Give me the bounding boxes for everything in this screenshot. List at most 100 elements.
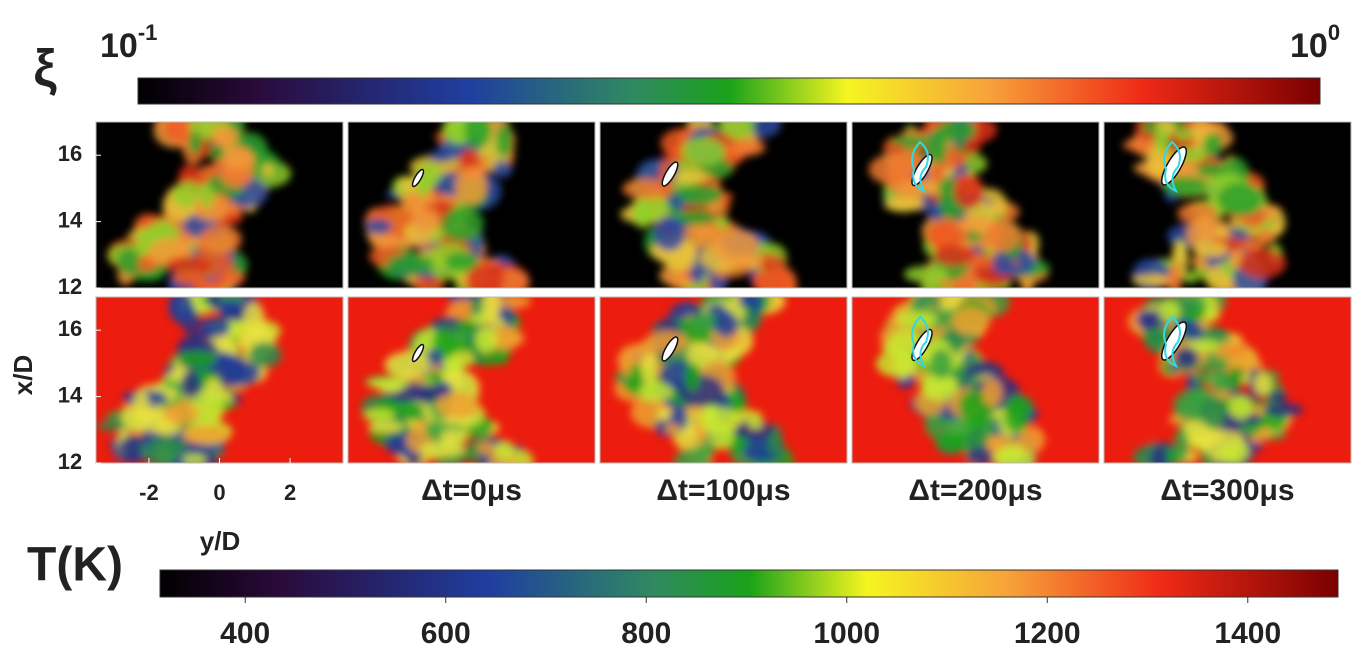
y-tick-label: 12 bbox=[58, 274, 82, 299]
field-blob bbox=[1217, 182, 1263, 217]
panel-border bbox=[1103, 296, 1352, 464]
field-blob bbox=[1004, 394, 1031, 433]
field-blob bbox=[1162, 175, 1209, 197]
field-blob bbox=[481, 297, 500, 324]
field-blob bbox=[155, 420, 181, 436]
field-blob bbox=[883, 198, 925, 212]
island bbox=[411, 343, 425, 363]
field-blobs bbox=[868, 122, 1051, 288]
island-outline bbox=[1163, 140, 1181, 194]
time-label: Δt=200μs bbox=[908, 474, 1042, 507]
field-blob bbox=[928, 129, 948, 167]
field-blob bbox=[1174, 130, 1193, 141]
field-blob bbox=[656, 408, 673, 421]
panel-border bbox=[851, 121, 1100, 289]
y-axis-label: x/D bbox=[8, 355, 38, 395]
field-blob bbox=[177, 350, 218, 368]
island-outline bbox=[911, 140, 929, 194]
panel bbox=[599, 296, 848, 464]
field-blob bbox=[1198, 217, 1214, 242]
field-blobs bbox=[361, 297, 534, 463]
field-blob bbox=[653, 216, 686, 252]
panel bbox=[95, 296, 344, 464]
field-blob bbox=[133, 388, 150, 424]
field-blob bbox=[1200, 395, 1228, 430]
field-blob bbox=[868, 154, 912, 185]
field-blob bbox=[1174, 347, 1199, 368]
field-blob bbox=[1131, 274, 1170, 286]
field-blob bbox=[1218, 441, 1250, 463]
field-blob bbox=[631, 194, 670, 222]
xi-symbol: ξ bbox=[33, 40, 57, 98]
island-outline bbox=[911, 315, 929, 369]
panel-border bbox=[95, 121, 344, 289]
field-blob bbox=[364, 218, 392, 235]
field-blob bbox=[1186, 339, 1219, 354]
field-blob bbox=[966, 231, 982, 242]
time-label: Δt=300μs bbox=[1160, 474, 1294, 507]
panel bbox=[851, 296, 1100, 464]
field-blob bbox=[243, 302, 265, 336]
tick-label: 400 bbox=[220, 617, 270, 650]
field-blob bbox=[686, 337, 716, 370]
x-tick-label: 0 bbox=[213, 480, 225, 505]
field-blob bbox=[475, 325, 498, 353]
field-blob bbox=[440, 429, 468, 446]
field-blob bbox=[362, 408, 395, 422]
t-colorbar bbox=[159, 569, 1339, 598]
island-outline bbox=[1163, 315, 1181, 369]
field-blob bbox=[733, 420, 775, 440]
field-blob bbox=[1150, 445, 1169, 463]
field-blob bbox=[476, 441, 496, 456]
field-blob bbox=[722, 254, 766, 267]
panel-border bbox=[851, 296, 1100, 464]
field-blob bbox=[951, 306, 991, 336]
y-tick-label: 16 bbox=[58, 141, 82, 166]
label-base: 10 bbox=[1290, 27, 1328, 65]
panel bbox=[347, 296, 596, 464]
field-blob bbox=[451, 330, 471, 341]
island bbox=[411, 168, 425, 188]
field-blob bbox=[429, 371, 443, 385]
field-blob bbox=[200, 183, 214, 210]
panel bbox=[1103, 296, 1352, 464]
field-blob bbox=[222, 147, 255, 170]
field-blob bbox=[938, 177, 958, 199]
field-blobs bbox=[614, 297, 794, 463]
field-blob bbox=[926, 222, 961, 250]
field-blob bbox=[1154, 126, 1168, 153]
field-blob bbox=[384, 351, 431, 379]
x-axis-label: y/D bbox=[200, 526, 240, 556]
field-blob bbox=[182, 453, 207, 463]
field-blob bbox=[933, 244, 977, 267]
time-label: Δt=0μs bbox=[421, 474, 522, 507]
field-blob bbox=[494, 440, 515, 461]
field-blob bbox=[1230, 365, 1243, 389]
field-blob bbox=[211, 125, 238, 149]
field-blob bbox=[711, 229, 760, 264]
field-blob bbox=[1192, 240, 1228, 257]
field-blob bbox=[261, 163, 276, 177]
field-blob bbox=[680, 136, 726, 166]
field-blobs bbox=[364, 122, 530, 288]
field-blob bbox=[929, 162, 945, 185]
field-blob bbox=[492, 160, 513, 178]
panel-border bbox=[347, 121, 596, 289]
field-blob bbox=[1195, 162, 1225, 178]
tick-label: 600 bbox=[421, 617, 471, 650]
panel-border bbox=[347, 296, 596, 464]
xi-max-label: 100 bbox=[1290, 20, 1340, 65]
y-tick-label: 14 bbox=[58, 382, 83, 407]
field-blob bbox=[966, 446, 994, 463]
field-blob bbox=[709, 421, 734, 451]
field-blob bbox=[985, 219, 1020, 252]
field-blob bbox=[713, 217, 730, 230]
tick-label: 1400 bbox=[1214, 617, 1281, 650]
field-blobs bbox=[96, 297, 282, 463]
field-blob bbox=[727, 138, 766, 156]
y-tick-label: 16 bbox=[58, 316, 82, 341]
field-blob bbox=[367, 421, 404, 433]
field-blob bbox=[223, 361, 261, 385]
field-blob bbox=[1167, 263, 1182, 288]
field-blob bbox=[896, 311, 937, 329]
